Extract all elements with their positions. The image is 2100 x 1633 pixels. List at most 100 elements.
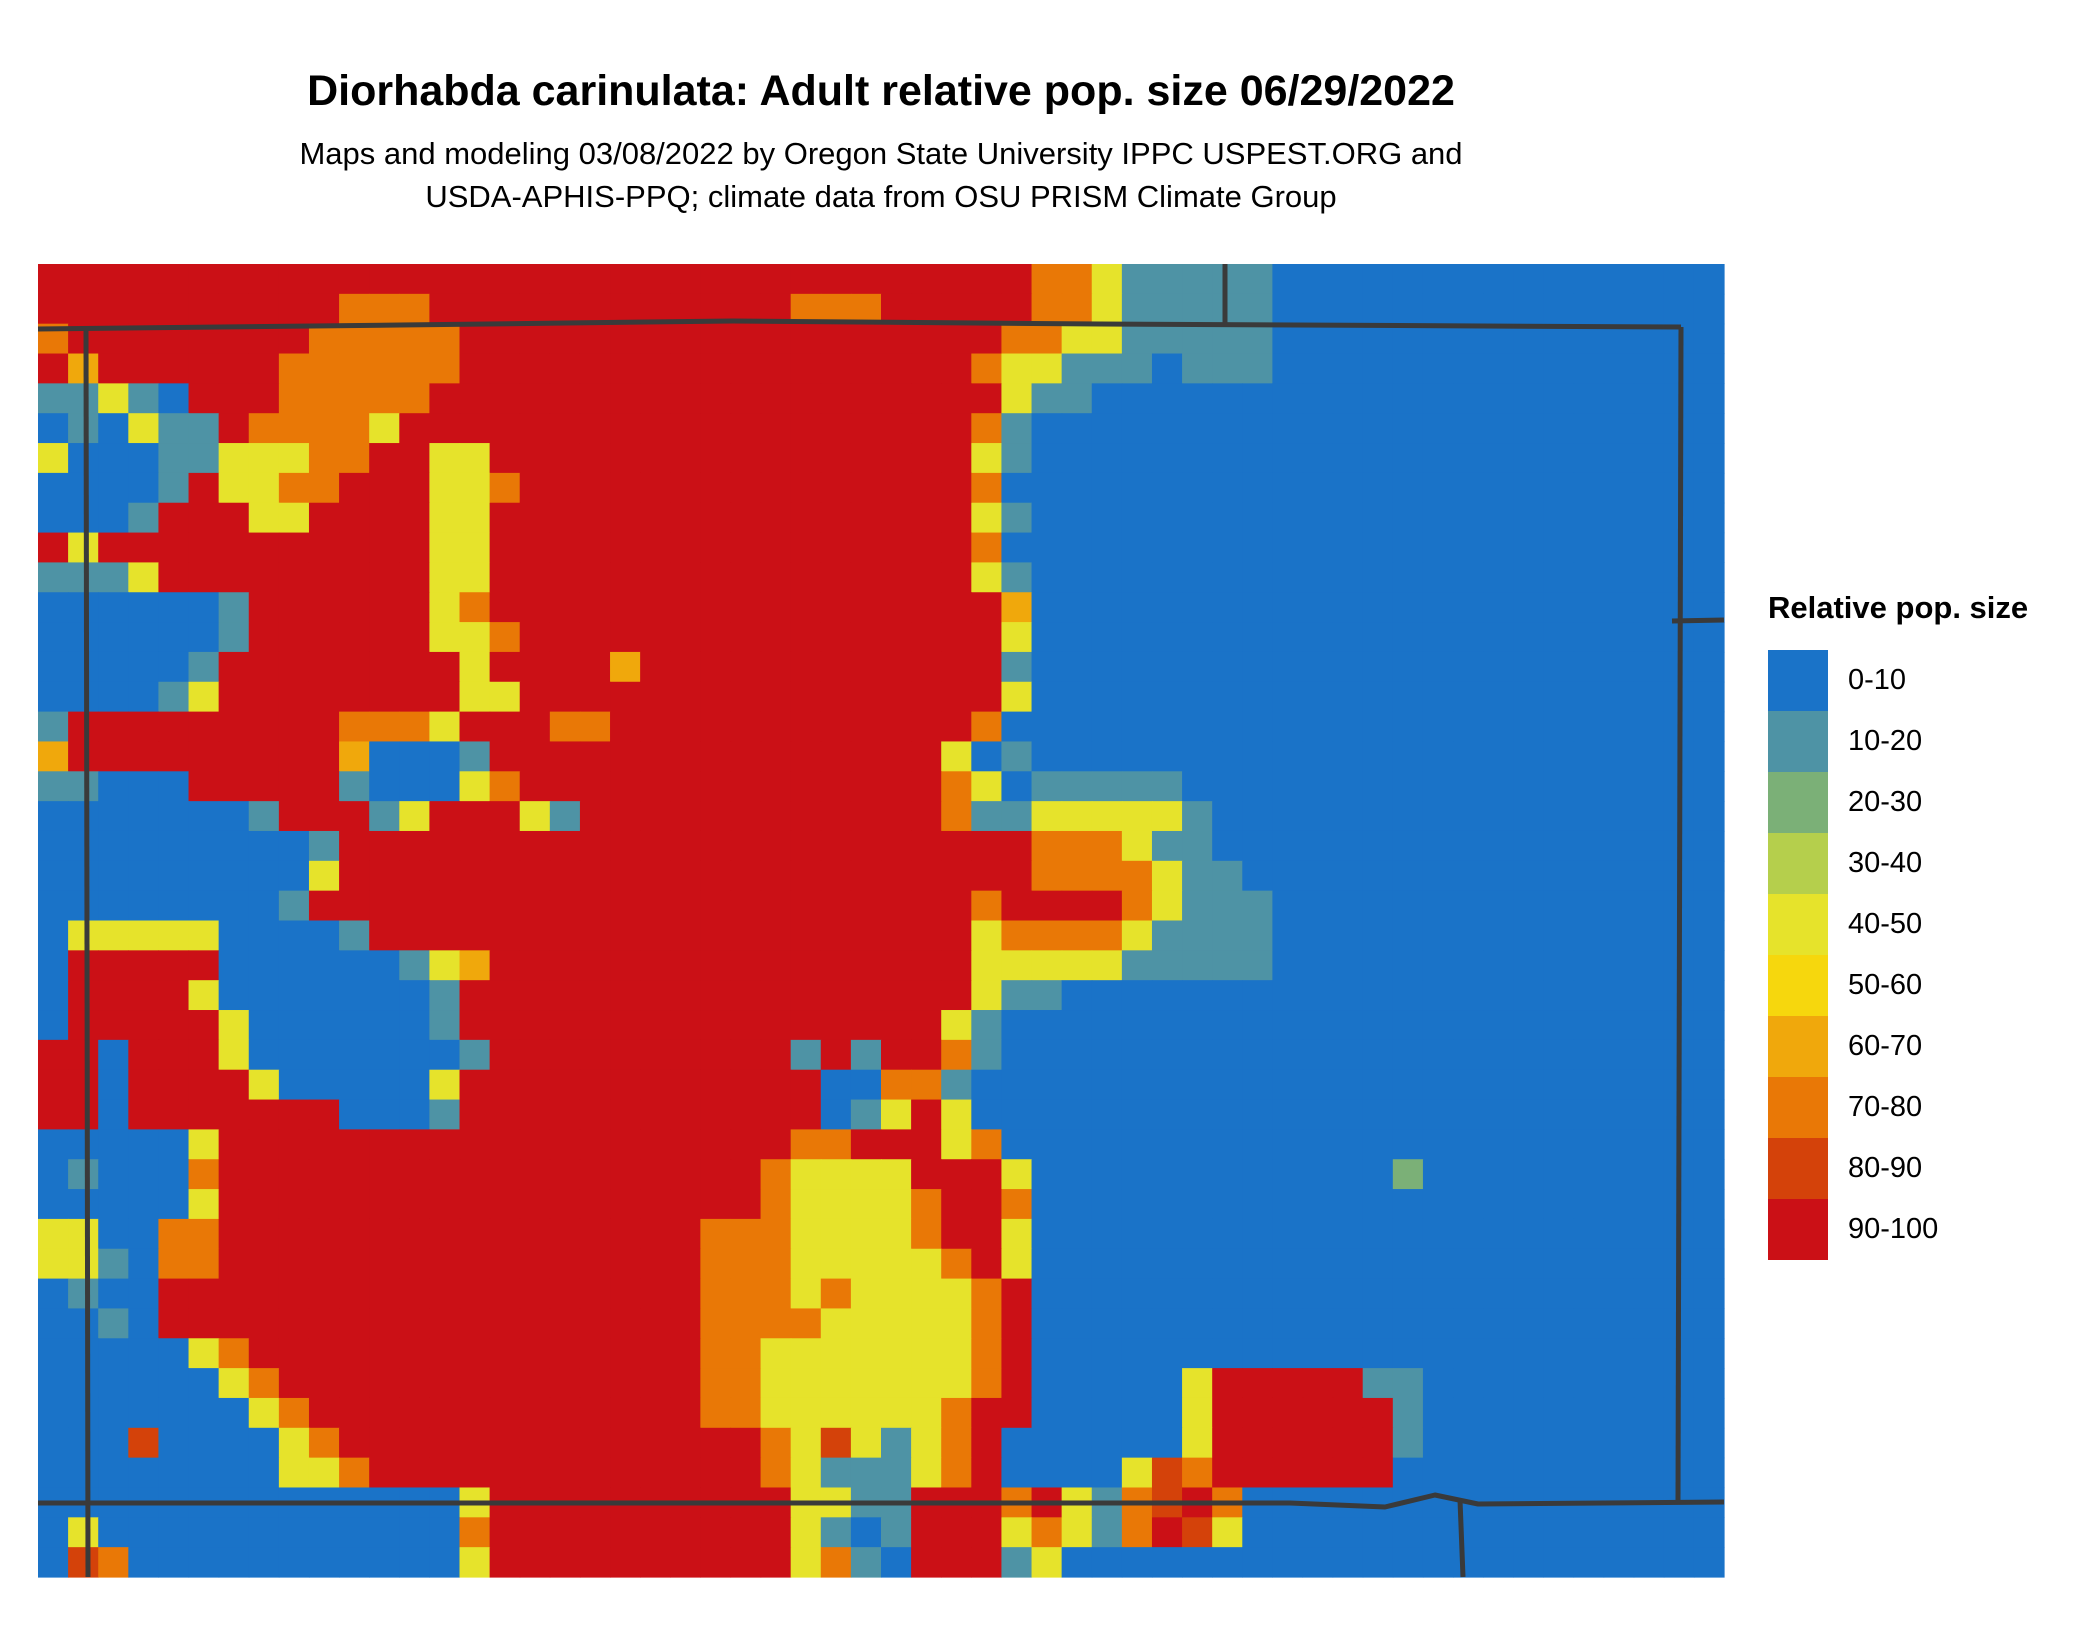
raster-cell — [1453, 1189, 1484, 1220]
raster-cell — [519, 472, 551, 504]
raster-cell — [399, 1069, 430, 1101]
raster-cell — [369, 980, 400, 1011]
raster-cell — [1573, 1517, 1605, 1548]
raster-cell — [1543, 950, 1575, 981]
raster-cell — [1151, 443, 1183, 474]
raster-cell — [881, 1248, 912, 1280]
raster-cell — [1603, 830, 1635, 862]
raster-cell — [68, 980, 99, 1011]
raster-cell — [519, 1517, 551, 1548]
raster-cell — [1543, 1248, 1575, 1280]
raster-cell — [1212, 890, 1243, 922]
raster-cell — [1242, 1159, 1273, 1190]
raster-cell — [1031, 592, 1063, 623]
legend-swatch-icon — [1768, 1077, 1828, 1138]
raster-cell — [278, 741, 310, 772]
raster-cell — [1573, 801, 1605, 832]
raster-cell — [971, 651, 1003, 683]
raster-cell — [1573, 1427, 1605, 1459]
raster-cell — [640, 532, 671, 564]
raster-cell — [760, 1248, 792, 1280]
raster-cell — [218, 264, 250, 295]
raster-cell — [399, 1427, 430, 1459]
raster-cell — [1663, 264, 1695, 295]
legend-item: 10-20 — [1768, 711, 2098, 772]
raster-cell — [429, 622, 461, 653]
raster-cell — [1121, 622, 1153, 653]
raster-cell — [1001, 532, 1033, 564]
raster-cell — [1603, 681, 1635, 713]
raster-cell — [1362, 1427, 1394, 1459]
raster-cell — [399, 830, 430, 862]
raster-cell — [489, 830, 521, 862]
raster-cell — [579, 1129, 611, 1160]
raster-cell — [429, 1457, 461, 1489]
raster-cell — [1422, 1368, 1454, 1399]
raster-cell — [610, 1427, 641, 1459]
raster-cell — [670, 1547, 701, 1578]
raster-cell — [1242, 980, 1273, 1011]
raster-cell — [218, 1010, 250, 1041]
raster-cell — [308, 950, 340, 981]
raster-cell — [98, 711, 129, 743]
raster-cell — [1573, 592, 1605, 623]
raster-cell — [911, 1517, 942, 1548]
raster-cell — [188, 532, 220, 564]
raster-cell — [1272, 681, 1304, 713]
raster-cell — [38, 1517, 69, 1548]
raster-cell — [1332, 1547, 1364, 1578]
raster-cell — [579, 1039, 611, 1071]
raster-cell — [881, 1159, 912, 1190]
raster-cell — [610, 293, 641, 325]
raster-cell — [549, 472, 581, 504]
raster-cell — [579, 592, 611, 623]
raster-cell — [489, 1517, 521, 1548]
raster-cell — [519, 741, 551, 772]
raster-cell — [1392, 592, 1424, 623]
raster-cell — [1453, 1248, 1484, 1280]
raster-cell — [670, 860, 701, 892]
raster-cell — [1332, 1457, 1364, 1489]
raster-cell — [1061, 801, 1093, 832]
raster-cell — [911, 1189, 942, 1220]
raster-cell — [1182, 1099, 1213, 1130]
raster-cell — [1332, 860, 1364, 892]
raster-cell — [1392, 383, 1424, 414]
raster-cell — [549, 830, 581, 862]
raster-cell — [248, 1218, 280, 1250]
raster-cell — [1362, 1039, 1394, 1071]
raster-cell — [1272, 1278, 1304, 1310]
raster-cell — [1693, 1547, 1725, 1578]
raster-cell — [308, 1010, 340, 1041]
raster-cell — [1362, 443, 1394, 474]
raster-cell — [700, 1278, 732, 1310]
raster-cell — [911, 771, 942, 802]
raster-cell — [1603, 950, 1635, 981]
raster-cell — [188, 651, 220, 683]
raster-cell — [820, 950, 852, 981]
raster-cell — [1091, 1368, 1123, 1399]
raster-cell — [941, 920, 972, 951]
raster-cell — [218, 1278, 250, 1310]
raster-cell — [399, 980, 430, 1011]
raster-cell — [1121, 1517, 1153, 1548]
raster-cell — [730, 920, 762, 951]
raster-cell — [459, 1308, 491, 1339]
raster-cell — [640, 860, 671, 892]
raster-cell — [308, 1248, 340, 1280]
raster-cell — [459, 980, 491, 1011]
raster-cell — [941, 472, 972, 504]
raster-cell — [339, 890, 370, 922]
raster-cell — [1693, 1308, 1725, 1339]
raster-cell — [1091, 323, 1123, 355]
raster-cell — [218, 562, 250, 593]
raster-cell — [68, 1189, 99, 1220]
raster-cell — [1121, 1427, 1153, 1459]
legend-swatch-icon — [1768, 1016, 1828, 1077]
raster-cell — [68, 771, 99, 802]
raster-cell — [549, 1248, 581, 1280]
raster-cell — [459, 1099, 491, 1130]
raster-cell — [158, 1457, 190, 1489]
raster-cell — [188, 1457, 220, 1489]
raster-cell — [1061, 741, 1093, 772]
